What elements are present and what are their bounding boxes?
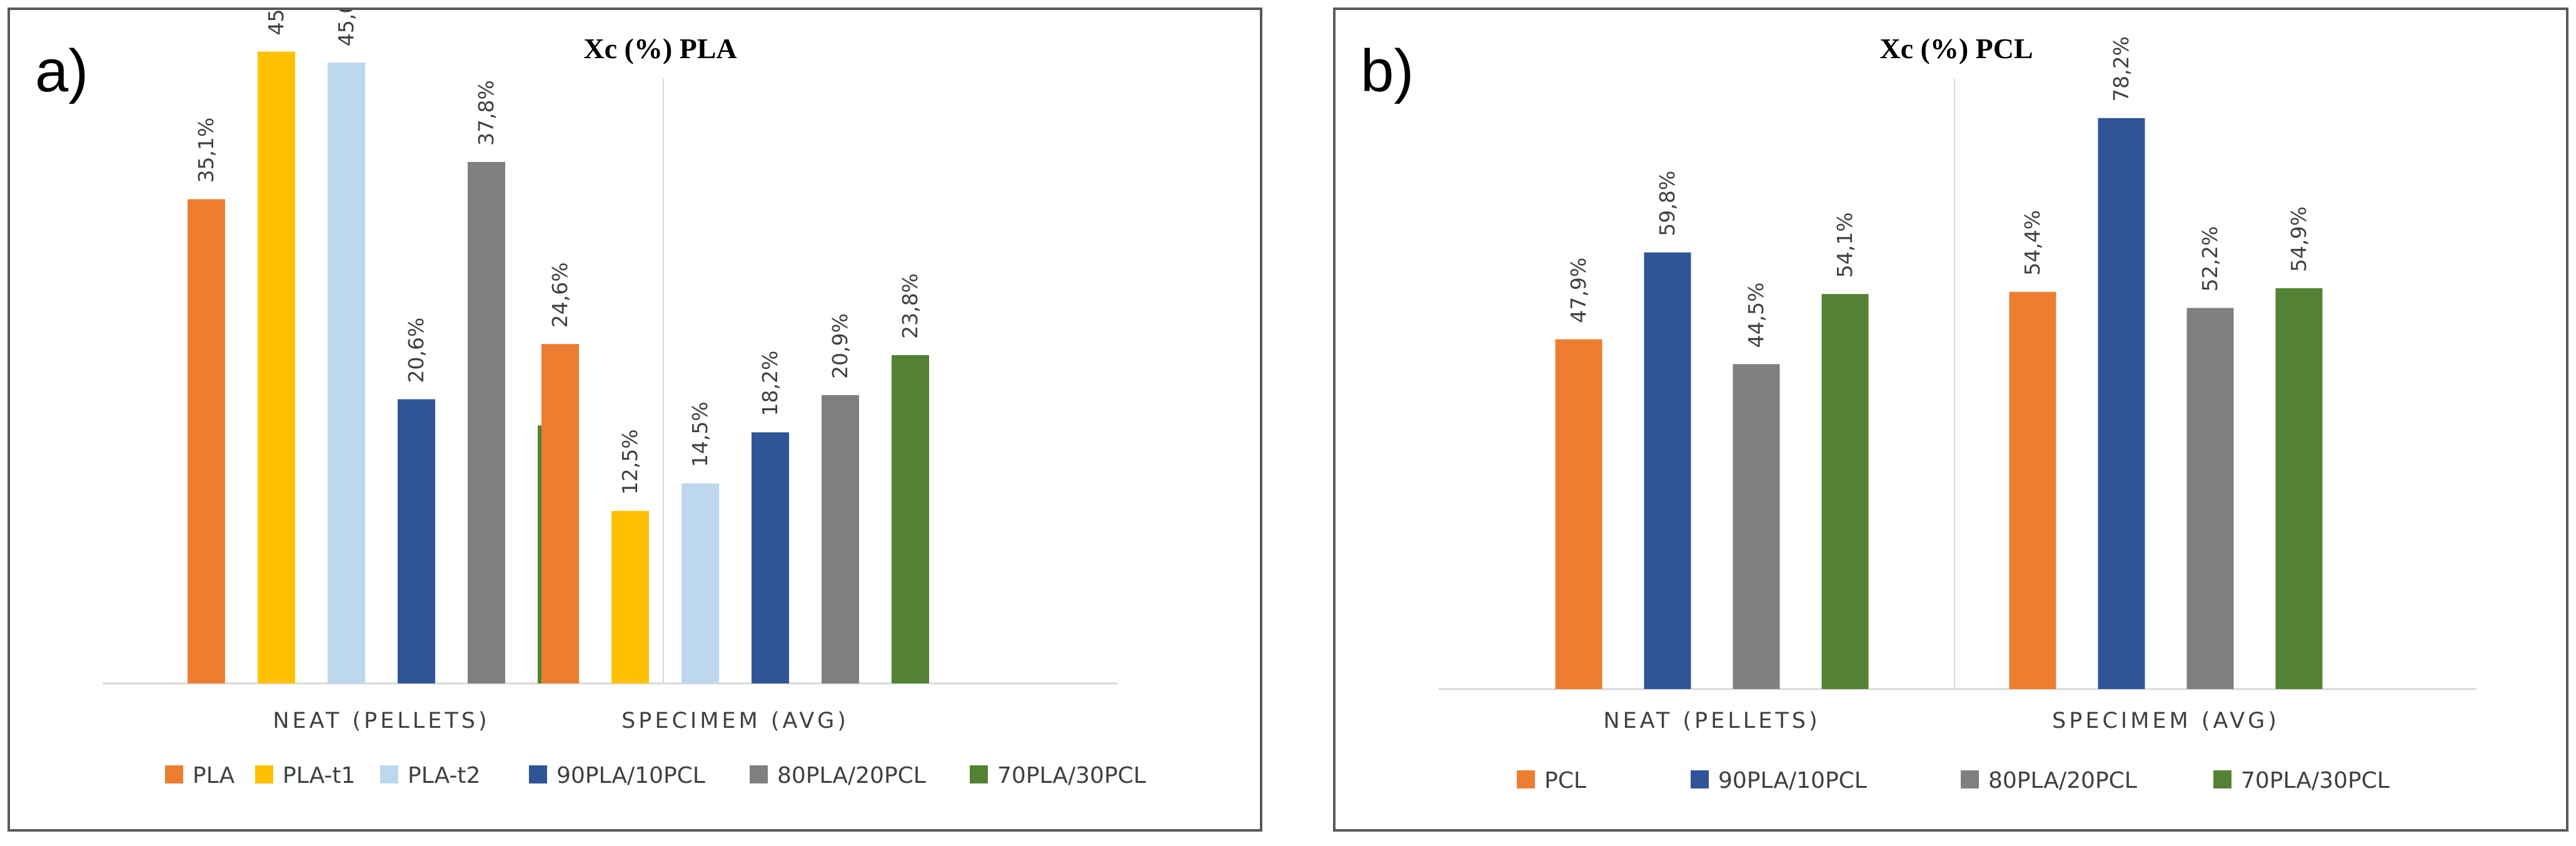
bar-pla-neat-pellets bbox=[188, 199, 225, 683]
data-label: 45,0% bbox=[334, 10, 358, 46]
legend-label-90pla-10pcl: 90PLA/10PCL bbox=[1718, 768, 1867, 793]
legend-swatch-pla-t2 bbox=[380, 765, 398, 783]
bar-90pla-10pcl-neat-pellets bbox=[1644, 252, 1691, 689]
legend-swatch-70pla-30pcl bbox=[970, 765, 988, 783]
bar-pla-t2-neat-pellets bbox=[328, 63, 365, 683]
legend-label-pcl: PCL bbox=[1544, 768, 1586, 793]
legend-swatch-90pla-10pcl bbox=[529, 765, 547, 783]
legend-label-80pla-20pcl: 80PLA/20PCL bbox=[777, 763, 926, 788]
bar-pcl-specimem-avg bbox=[2009, 291, 2056, 689]
data-label: 35,1% bbox=[194, 118, 218, 183]
legend-label-80pla-20pcl: 80PLA/20PCL bbox=[1988, 768, 2137, 793]
bar-80pla-20pcl-specimem-avg bbox=[2186, 308, 2234, 689]
chart-title: Xc (%) PLA bbox=[583, 33, 737, 64]
panel-label: a) bbox=[35, 38, 89, 104]
bar-70pla-30pcl-neat-pellets bbox=[1821, 294, 1869, 690]
data-label: 37,8% bbox=[474, 80, 498, 146]
legend-label-pla-t2: PLA-t2 bbox=[408, 763, 480, 788]
legend-swatch-90pla-10pcl bbox=[1691, 770, 1709, 788]
chart-panel-b: b) Xc (%) PCL 47,9% 59,8% 44,5% 54,1% NEAT (P… bbox=[1333, 8, 2568, 832]
legend-label-pla-t1: PLA-t1 bbox=[283, 763, 355, 788]
data-label: 18,2% bbox=[758, 351, 782, 416]
bar-90pla-10pcl-specimem-avg bbox=[752, 432, 789, 683]
legend-label-70pla-30pcl: 70PLA/30PCL bbox=[2241, 768, 2390, 793]
data-label: 24,6% bbox=[548, 262, 572, 328]
data-label: 59,8% bbox=[1655, 171, 1679, 236]
chart-b-svg: Xc (%) PCL 47,9% 59,8% 44,5% 54,1% NEAT (PELL… bbox=[1439, 33, 2477, 793]
bar-90pla-10pcl-neat-pellets bbox=[398, 399, 435, 683]
category-label: SPECIMEM (AVG) bbox=[621, 708, 849, 733]
legend-label-90pla-10pcl: 90PLA/10PCL bbox=[556, 763, 705, 788]
bar-pla-t1-neat-pellets bbox=[258, 51, 295, 684]
legend-swatch-80pla-20pcl bbox=[750, 765, 768, 783]
bar-70pla-30pcl-specimem-avg bbox=[892, 355, 929, 683]
legend-swatch-70pla-30pcl bbox=[2213, 770, 2231, 788]
data-label: 54,1% bbox=[1833, 212, 1857, 278]
data-label: 20,6% bbox=[404, 318, 428, 383]
legend-swatch-pla bbox=[165, 765, 183, 783]
bar-pla-t1-specimem-avg bbox=[611, 511, 649, 683]
legend-label-70pla-30pcl: 70PLA/30PCL bbox=[997, 763, 1146, 788]
data-label: 44,5% bbox=[1744, 283, 1768, 348]
panel-label: b) bbox=[1361, 38, 1414, 104]
bar-80pla-20pcl-neat-pellets bbox=[1733, 364, 1780, 689]
bar-pla-specimem-avg bbox=[541, 344, 579, 683]
chart-panel-a: a) Xc (%) PLA 35,1% 45,8% 45,0% 20,6% 37,8% 18… bbox=[8, 8, 1262, 832]
category-label: SPECIMEM (AVG) bbox=[2052, 708, 2280, 733]
legend-swatch-pla-t1 bbox=[255, 765, 273, 783]
data-label: 14,5% bbox=[688, 401, 712, 467]
bar-70pla-30pcl-specimem-avg bbox=[2275, 288, 2323, 689]
category-label: NEAT (PELLETS) bbox=[1603, 708, 1820, 733]
bar-80pla-20pcl-specimem-avg bbox=[822, 395, 859, 683]
data-label: 78,2% bbox=[2109, 36, 2133, 102]
data-label: 12,5% bbox=[618, 429, 642, 495]
data-label: 20,9% bbox=[828, 313, 852, 379]
data-label: 47,9% bbox=[1566, 258, 1591, 323]
bar-pcl-neat-pellets bbox=[1555, 339, 1602, 689]
bar-90pla-10pcl-specimem-avg bbox=[2098, 118, 2145, 689]
bar-pla-t2-specimem-avg bbox=[682, 483, 719, 683]
data-label: 45,8% bbox=[264, 10, 288, 35]
category-label: NEAT (PELLETS) bbox=[273, 708, 490, 733]
bar-80pla-20pcl-neat-pellets bbox=[468, 161, 505, 683]
data-label: 54,9% bbox=[2287, 206, 2311, 272]
legend-swatch-pcl bbox=[1517, 770, 1535, 788]
data-label: 52,2% bbox=[2198, 226, 2222, 292]
chart-a-svg: Xc (%) PLA35,1%45,8%45,0%20,6%37,8%18,7%… bbox=[103, 10, 1146, 788]
legend-label-pla: PLA bbox=[193, 763, 235, 788]
legend-swatch-80pla-20pcl bbox=[1961, 770, 1979, 788]
chart-title: Xc (%) PCL bbox=[1879, 33, 2033, 64]
data-label: 54,4% bbox=[2020, 210, 2045, 276]
data-label: 23,8% bbox=[898, 273, 922, 339]
